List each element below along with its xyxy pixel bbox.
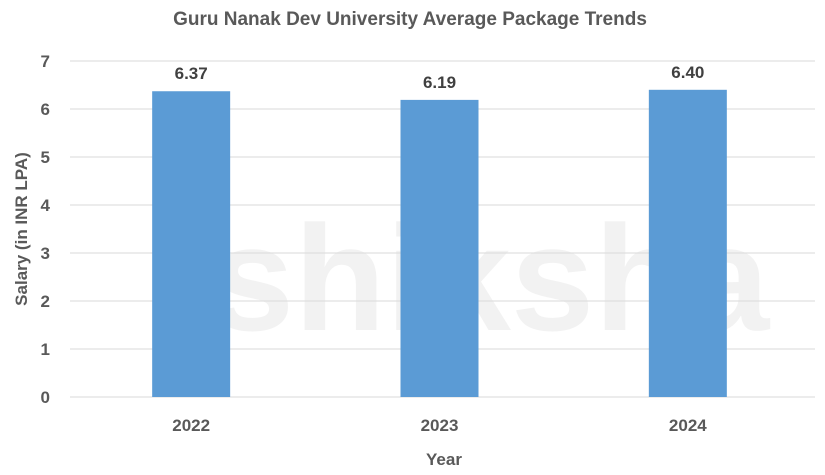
bar-2022 <box>152 91 231 398</box>
x-tick-label: 2024 <box>669 416 707 435</box>
data-label: 6.37 <box>175 64 208 83</box>
y-tick-label: 3 <box>41 244 50 263</box>
bar-2024 <box>648 89 727 398</box>
y-tick-label: 6 <box>41 100 50 119</box>
y-tick-label: 2 <box>41 292 50 311</box>
y-tick-label: 0 <box>41 388 50 407</box>
y-axis-label: Salary (in INR LPA) <box>12 152 31 306</box>
y-tick-label: 1 <box>41 340 50 359</box>
chart-title: Guru Nanak Dev University Average Packag… <box>173 9 647 30</box>
x-tick-label: 2023 <box>421 416 459 435</box>
bar-2023 <box>400 99 479 397</box>
data-label: 6.40 <box>671 63 704 82</box>
y-tick-label: 7 <box>41 52 50 71</box>
y-tick-label: 5 <box>41 148 50 167</box>
data-label: 6.19 <box>423 73 456 92</box>
y-tick-label: 4 <box>41 196 51 215</box>
x-axis-label: Year <box>426 450 462 469</box>
x-tick-label: 2022 <box>172 416 210 435</box>
